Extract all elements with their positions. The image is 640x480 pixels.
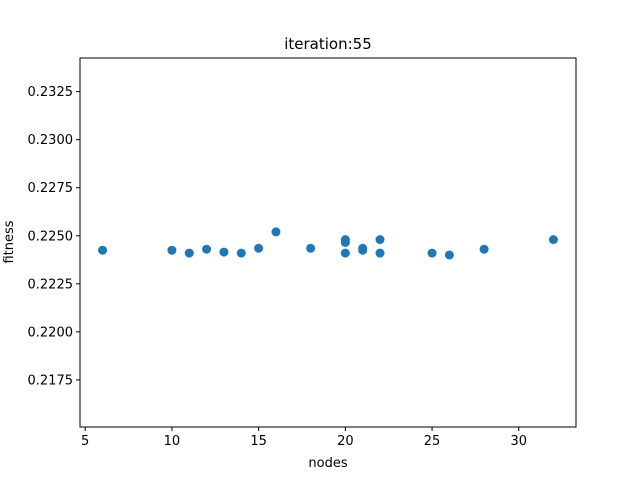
data-point (340, 248, 350, 258)
y-tick-label: 0.2225 (28, 277, 74, 292)
data-point (167, 245, 177, 255)
points-layer (98, 227, 558, 260)
data-point (375, 248, 385, 258)
data-point (548, 235, 558, 245)
y-axis-label: fitness (2, 220, 17, 263)
data-point (358, 245, 368, 255)
data-point (427, 248, 437, 258)
y-tick-label: 0.2250 (28, 229, 74, 244)
y-tick-label: 0.2275 (28, 181, 74, 196)
y-axis: 0.2175 0.2200 0.2225 0.2250 0.2275 0.2300 0.23… (28, 85, 80, 388)
x-tick-label: 10 (164, 434, 181, 449)
data-point (98, 245, 108, 255)
data-point (479, 244, 489, 254)
data-point (219, 247, 229, 257)
x-tick-label: 25 (424, 434, 441, 449)
x-axis-label: nodes (308, 456, 347, 471)
plot-frame (79, 57, 577, 428)
data-point (271, 227, 281, 237)
data-point (375, 235, 385, 245)
data-point (184, 248, 194, 258)
y-tick-label: 0.2325 (28, 85, 74, 100)
data-point (236, 248, 246, 258)
data-point (202, 244, 212, 254)
x-tick-label: 15 (250, 434, 267, 449)
x-tick-label: 5 (81, 434, 89, 449)
data-point (444, 250, 454, 260)
x-tick-label: 20 (337, 434, 354, 449)
data-point (254, 243, 264, 253)
x-axis: 5 10 15 20 25 30 (81, 427, 527, 449)
y-tick-label: 0.2175 (28, 373, 74, 388)
y-tick-label: 0.2300 (28, 133, 74, 148)
x-tick-label: 30 (510, 434, 527, 449)
chart-title: iteration:55 (284, 35, 372, 53)
y-tick-label: 0.2200 (28, 325, 74, 340)
data-point (340, 238, 350, 247)
data-point (306, 243, 316, 253)
